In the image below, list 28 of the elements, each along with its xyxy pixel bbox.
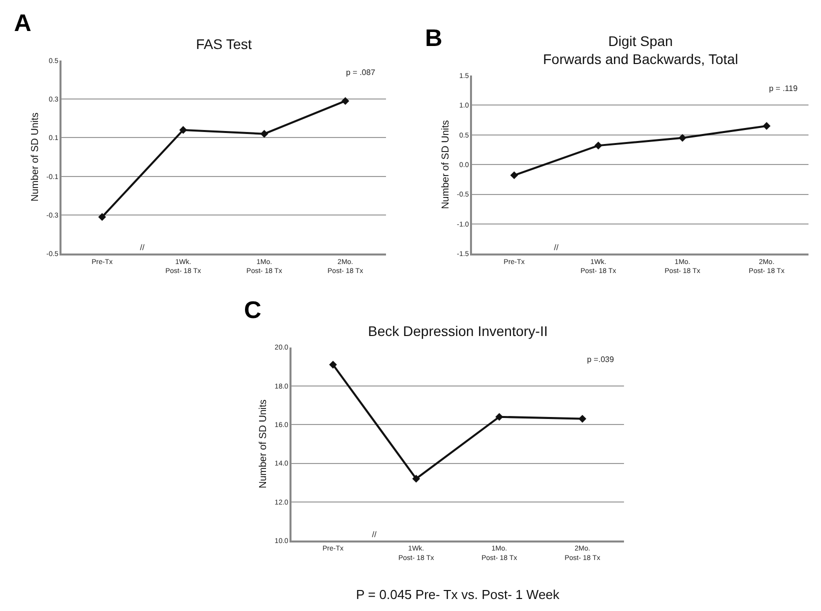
point bbox=[412, 474, 420, 483]
text: C bbox=[244, 297, 262, 324]
point bbox=[260, 130, 268, 138]
point bbox=[98, 213, 106, 221]
point bbox=[578, 414, 586, 423]
annotation: // bbox=[372, 530, 378, 539]
y-axis-title: Number of SD Units bbox=[440, 120, 452, 210]
text: P = 0.045 Pre- Tx vs. Post- 1 Week bbox=[356, 587, 560, 602]
point bbox=[179, 126, 188, 134]
y-axis-title: Number of SD Units bbox=[258, 399, 270, 488]
annotation: p = .087 bbox=[346, 68, 376, 77]
annotation: p =.039 bbox=[587, 355, 614, 364]
annotation: p = .119 bbox=[769, 84, 798, 93]
text: B bbox=[425, 25, 442, 52]
chart-title: Beck Depression Inventory-II bbox=[368, 323, 548, 339]
y-axis-title: Number of SD Units bbox=[30, 112, 41, 202]
point bbox=[495, 412, 504, 421]
annotation: // bbox=[140, 243, 146, 252]
point bbox=[594, 142, 602, 150]
point bbox=[678, 134, 686, 142]
point bbox=[341, 97, 350, 105]
point bbox=[510, 171, 518, 180]
annotation: // bbox=[554, 243, 560, 252]
point bbox=[762, 122, 771, 130]
text: A bbox=[14, 10, 32, 37]
chart-title: Digit Span Forwards and Backwards, Total bbox=[543, 33, 738, 68]
point bbox=[329, 360, 337, 369]
chart-title: FAS Test bbox=[196, 36, 252, 52]
